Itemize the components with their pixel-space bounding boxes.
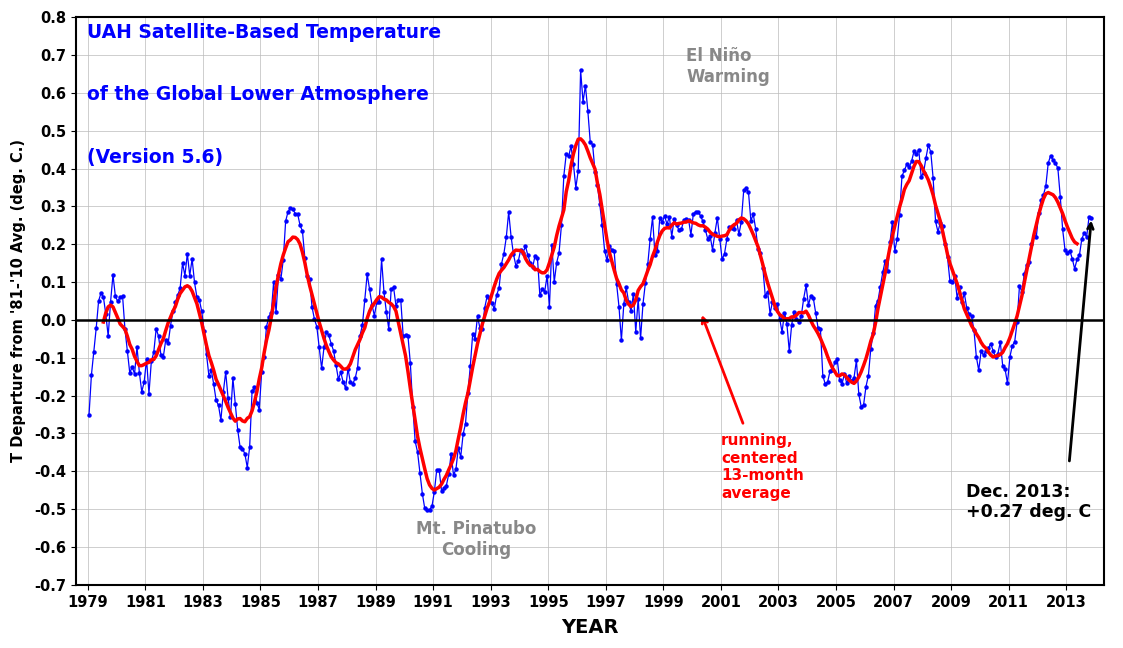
Text: of the Global Lower Atmosphere: of the Global Lower Atmosphere <box>86 86 429 104</box>
Text: Mt. Pinatubo
Cooling: Mt. Pinatubo Cooling <box>417 520 537 559</box>
Y-axis label: T Departure from '81-'10 Avg. (deg. C.): T Departure from '81-'10 Avg. (deg. C.) <box>11 139 26 463</box>
Text: UAH Satellite-Based Temperature: UAH Satellite-Based Temperature <box>86 23 440 41</box>
Text: (Version 5.6): (Version 5.6) <box>86 148 222 167</box>
Text: Dec. 2013:
+0.27 deg. C: Dec. 2013: +0.27 deg. C <box>966 483 1090 522</box>
X-axis label: YEAR: YEAR <box>562 618 619 637</box>
Text: El Niño
Warming: El Niño Warming <box>686 47 770 86</box>
Text: running,
centered
13-month
average: running, centered 13-month average <box>721 434 804 501</box>
